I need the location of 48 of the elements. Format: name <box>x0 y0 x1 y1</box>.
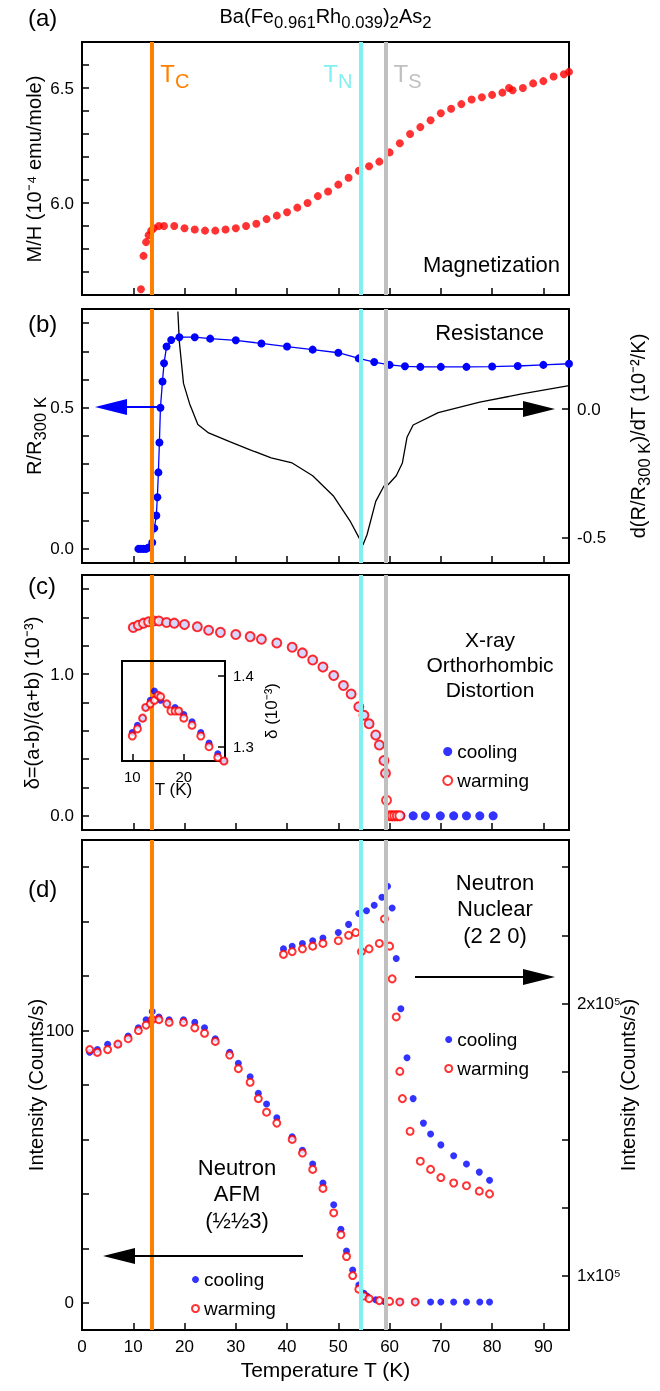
x-tick-label: 10 <box>123 1337 143 1356</box>
annotation: Neutron Nuclear (2 2 0) <box>455 870 535 950</box>
ref-line-label: T$_{C}$ <box>160 60 190 93</box>
x-tick-label: 70 <box>431 1337 451 1356</box>
text: (a) <box>28 4 58 33</box>
x-tick-label: 20 <box>175 1337 194 1356</box>
y2-tick-label: 1.4 <box>233 666 254 684</box>
x-tick-label: 0 <box>77 1337 87 1356</box>
y2-axis-title: δ (10⁻³) <box>261 682 282 740</box>
legend-label: warming <box>456 770 530 791</box>
y-axis-title: M/H (10⁻⁴ emu/mole) <box>22 75 46 262</box>
x-tick-label: 80 <box>482 1337 502 1356</box>
y-tick-label: 0.0 <box>50 806 74 826</box>
annotation: Magnetization <box>423 252 560 279</box>
text: (c) <box>28 572 56 601</box>
chart-title: Ba(Fe$_{0.961}$Rh$_{0.039}$)$_{2}$As$_{2}$ <box>219 4 432 33</box>
x-tick-label: 10 <box>123 768 141 785</box>
y2-tick-label: 0.0 <box>577 399 601 419</box>
legend-label: cooling <box>457 741 518 762</box>
x-tick-label: 30 <box>226 1337 246 1356</box>
annotation: Neutron AFM (½½3) <box>197 1155 277 1235</box>
y2-tick-label: 1x10⁵ <box>577 1266 621 1286</box>
y-tick-label: 100 <box>45 1021 74 1041</box>
y-axis-title: Intensity (Counts/s) <box>24 998 47 1172</box>
y-tick-label: 0.0 <box>50 539 74 559</box>
y-tick-label: 6.0 <box>50 193 74 213</box>
x-tick-label: 50 <box>328 1337 348 1356</box>
text: (b) <box>28 310 58 339</box>
legend-label: warming <box>456 1058 530 1079</box>
text: (d) <box>28 875 58 904</box>
y2-tick-label: 1.3 <box>233 738 254 756</box>
ref-line-label: T$_{N}$ <box>323 60 353 93</box>
x-tick-label: 90 <box>533 1337 553 1356</box>
ref-line-label: T$_{S}$ <box>393 60 422 93</box>
x-axis-title: Temperature T (K) <box>240 1357 411 1383</box>
legend-label: warming <box>203 1298 276 1319</box>
y2-tick-label: -0.5 <box>577 527 607 547</box>
y-axis-title: δ=(a-b)/(a+b) (10⁻³) <box>20 616 44 789</box>
y-tick-label: 1.0 <box>50 664 74 684</box>
legend-label: cooling <box>204 1269 265 1290</box>
y-tick-label: 0.5 <box>50 398 74 418</box>
annotation: Resistance <box>435 320 544 347</box>
legend-label: cooling <box>457 1029 518 1050</box>
y-tick-label: 0 <box>64 1293 74 1313</box>
x-tick-label: 60 <box>380 1337 400 1356</box>
y-tick-label: 6.5 <box>50 78 74 98</box>
x-tick-label: 40 <box>277 1337 297 1356</box>
annotation: X-ray Orthorhombic Distortion <box>426 627 554 703</box>
